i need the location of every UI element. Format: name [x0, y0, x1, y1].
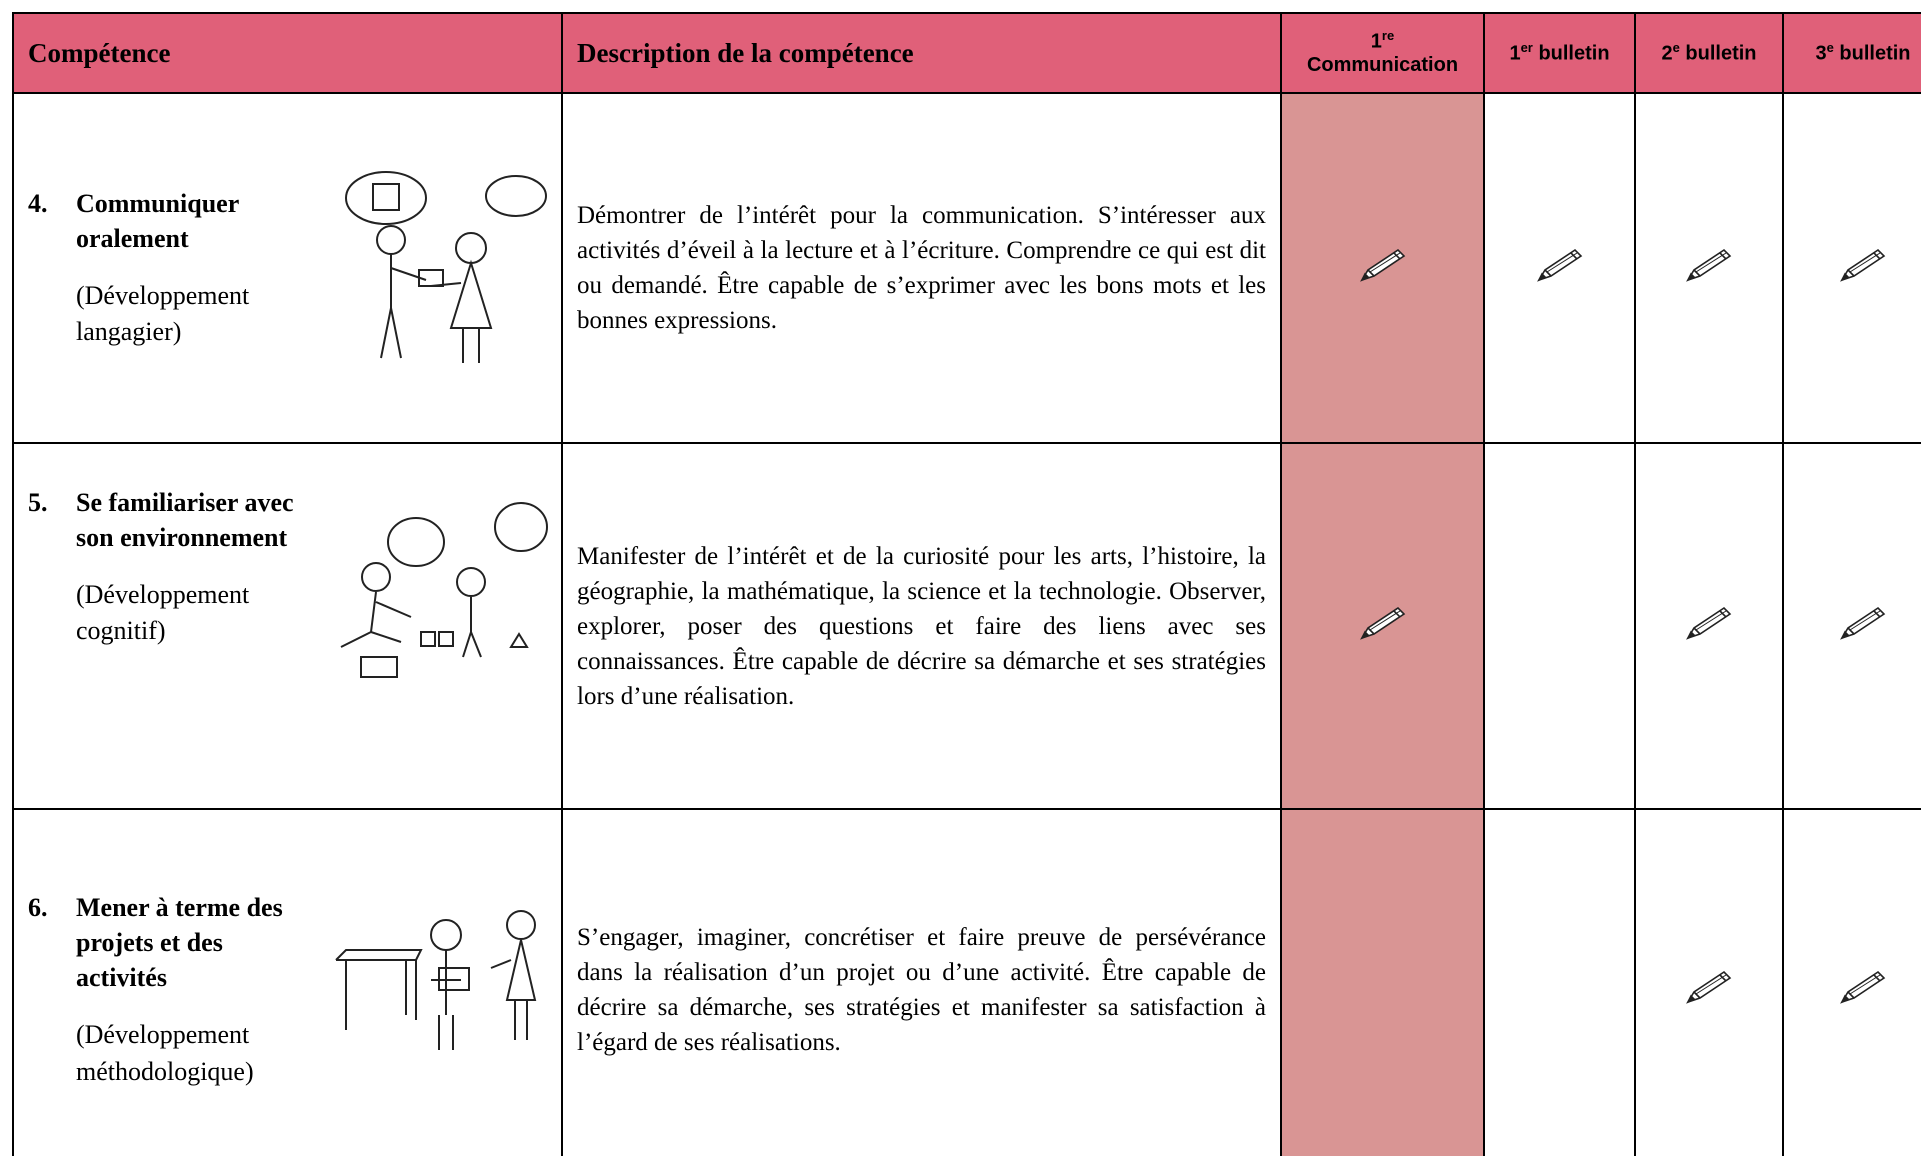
illustration: [340, 502, 548, 678]
period-number: 1: [1370, 30, 1382, 53]
competence-domain: (Développement langagier): [76, 280, 250, 347]
pencil-icon: [1836, 246, 1890, 286]
header-cell: 1er bulletin: [1483, 12, 1636, 94]
competence-domain: (Développement cognitif): [76, 579, 250, 646]
pencil-icon: [1356, 246, 1410, 286]
period-label: Communication: [1306, 53, 1459, 76]
document: Compétence Description de la compétence …: [12, 12, 1921, 1156]
period-suffix: er: [1520, 39, 1533, 55]
header-cell: 2e bulletin: [1634, 12, 1784, 94]
period-label: bulletin: [1538, 42, 1610, 65]
pencil-icon: [1682, 604, 1736, 644]
pencil-icon: [1836, 968, 1890, 1008]
assessment-cell: [1634, 92, 1784, 444]
period-label: bulletin: [1839, 42, 1911, 65]
period-number: 1: [1509, 42, 1521, 65]
assessment-cell: [1280, 442, 1485, 810]
description-cell: Manifester de l’intérêt et de la curiosi…: [561, 442, 1282, 810]
competence-cell: 6. Mener à terme des projets et des activ…: [12, 808, 563, 1156]
period-suffix: re: [1381, 28, 1395, 44]
assessment-cell: [1280, 808, 1485, 1156]
competence-domain: (Développement méthodologique): [76, 1020, 254, 1086]
description-cell: S’engager, imaginer, concrétiser et fair…: [561, 808, 1282, 1156]
pencil-icon: [1533, 246, 1587, 286]
row: 4. Communiquer oralement (Développement l…: [12, 92, 1921, 444]
illustration: [345, 171, 547, 363]
assessment-cell: [1634, 808, 1784, 1156]
assessment-cell: [1634, 442, 1784, 810]
illustration: [335, 910, 537, 1050]
period-suffix: e: [1826, 39, 1834, 55]
competence-number: 4.: [28, 188, 48, 218]
header-cell: Description de la compétence: [561, 12, 1282, 94]
row: 5. Se familiariser avec son environnement…: [12, 442, 1921, 810]
row: 6. Mener à terme des projets et des activ…: [12, 808, 1921, 1156]
pencil-icon: [1682, 968, 1736, 1008]
assessment-cell: [1483, 808, 1636, 1156]
competence-cell: 4. Communiquer oralement (Développement l…: [12, 92, 563, 444]
period-label: bulletin: [1685, 42, 1757, 65]
competence-number: 6.: [28, 892, 48, 922]
pencil-icon: [1356, 604, 1410, 644]
description-cell: Démontrer de l’intérêt pour la communica…: [561, 92, 1282, 444]
competence-title: Se familiariser avec son environnement: [76, 487, 294, 552]
header-cell: 1re Communication: [1280, 12, 1485, 94]
header-cell: Compétence: [12, 12, 563, 94]
assessment-cell: [1483, 92, 1636, 444]
period-number: 3: [1815, 42, 1827, 65]
competence-cell: 5. Se familiariser avec son environnement…: [12, 442, 563, 810]
competence-number: 5.: [28, 487, 48, 517]
competence-title: Mener à terme des projets et des activit…: [76, 892, 283, 993]
period-suffix: e: [1672, 39, 1680, 55]
header-row: Compétence Description de la compétence …: [12, 12, 1921, 94]
header-cell: 3e bulletin: [1782, 12, 1921, 94]
competence-table: Compétence Description de la compétence …: [12, 12, 1921, 1156]
assessment-cell: [1782, 808, 1921, 1156]
period-number: 2: [1661, 42, 1673, 65]
assessment-cell: [1280, 92, 1485, 444]
assessment-cell: [1782, 442, 1921, 810]
assessment-cell: [1483, 442, 1636, 810]
assessment-cell: [1782, 92, 1921, 444]
competence-title: Communiquer oralement: [76, 188, 239, 253]
pencil-icon: [1836, 604, 1890, 644]
pencil-icon: [1682, 246, 1736, 286]
